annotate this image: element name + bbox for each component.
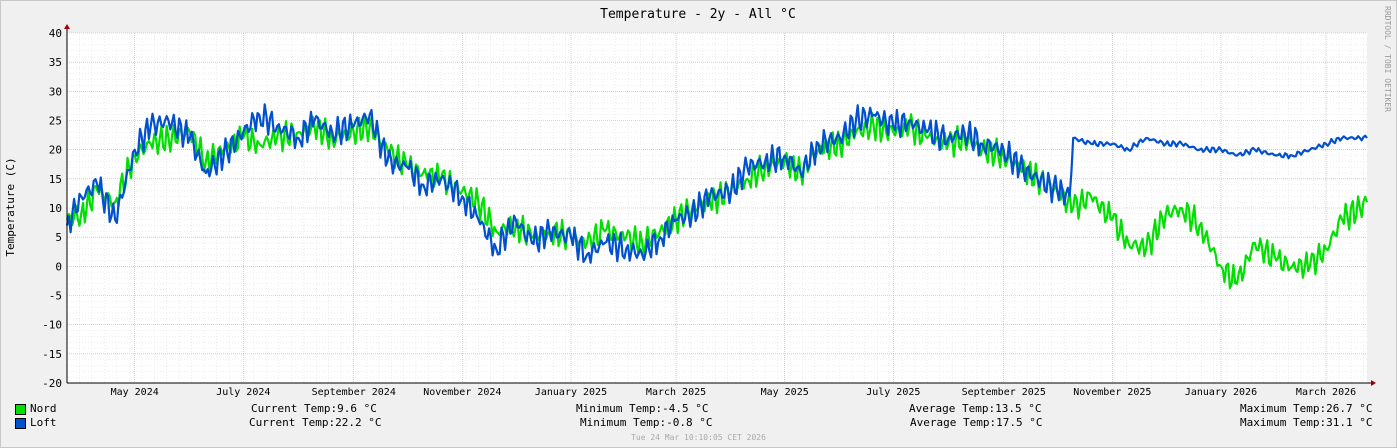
legend-current-loft: Current Temp:22.2 °C xyxy=(249,416,382,429)
legend-maximum-nord: Maximum Temp:26.7 °C xyxy=(1240,402,1373,415)
x-tick-label: November 2025 xyxy=(1073,387,1151,398)
series-line-nord xyxy=(65,111,1369,290)
legend-label-nord: Nord xyxy=(30,402,57,415)
chart-timestamp: Tue 24 Mar 10:10:05 CET 2026 xyxy=(631,433,766,442)
series-group xyxy=(65,103,1369,290)
legend-average-nord: Average Temp:13.5 °C xyxy=(909,402,1042,415)
legend-label-loft: Loft xyxy=(30,416,57,429)
x-tick-label: July 2025 xyxy=(866,387,920,398)
y-tick-label: 25 xyxy=(49,115,62,128)
y-tick-label: 10 xyxy=(49,202,62,215)
x-tick-label: January 2026 xyxy=(1185,387,1257,398)
y-axis-label: Temperature (C) xyxy=(4,157,17,256)
series-line-loft xyxy=(65,103,1368,264)
x-tick-label: May 2025 xyxy=(761,387,809,398)
y-tick-label: -10 xyxy=(42,319,62,332)
legend-minimum-nord: Minimum Temp:-4.5 °C xyxy=(576,402,709,415)
y-tick-label: 5 xyxy=(55,231,62,244)
x-tick-label: September 2025 xyxy=(962,387,1046,398)
x-tick-label: November 2024 xyxy=(423,387,501,398)
legend-minimum-loft: Minimum Temp:-0.8 °C xyxy=(580,416,713,429)
legend-current-nord: Current Temp:9.6 °C xyxy=(251,402,377,415)
axes xyxy=(64,24,1376,386)
y-axis-ticks: -20 -15 -10 -5 0 5 10 15 20 25 30 35 40 xyxy=(42,27,62,390)
y-tick-label: 15 xyxy=(49,173,62,186)
x-tick-label: March 2025 xyxy=(646,387,706,398)
legend-swatch-loft xyxy=(15,418,26,429)
x-tick-label: May 2024 xyxy=(111,387,159,398)
y-tick-label: -20 xyxy=(42,377,62,390)
y-tick-label: 35 xyxy=(49,56,62,69)
y-tick-label: 40 xyxy=(49,27,62,40)
rrdtool-watermark: RRDTOOL / TOBI OETIKER xyxy=(1383,6,1392,112)
x-tick-label: March 2026 xyxy=(1296,387,1356,398)
x-tick-label: July 2024 xyxy=(216,387,270,398)
y-tick-label: 0 xyxy=(55,260,62,273)
x-axis-arrow xyxy=(1371,380,1376,386)
y-tick-label: -15 xyxy=(42,348,62,361)
chart-title: Temperature - 2y - All °C xyxy=(600,7,796,22)
legend-maximum-loft: Maximum Temp:31.1 °C xyxy=(1240,416,1373,429)
grid xyxy=(66,32,1367,384)
legend-average-loft: Average Temp:17.5 °C xyxy=(910,416,1043,429)
x-tick-label: September 2024 xyxy=(312,387,396,398)
y-tick-label: -5 xyxy=(49,290,62,303)
x-tick-label: January 2025 xyxy=(535,387,607,398)
x-axis-ticks: May 2024 July 2024 September 2024 November … xyxy=(111,387,1357,398)
y-tick-label: 30 xyxy=(49,85,62,98)
y-axis-arrow xyxy=(64,24,70,29)
legend-swatch-nord xyxy=(15,404,26,415)
y-tick-label: 20 xyxy=(49,144,62,157)
